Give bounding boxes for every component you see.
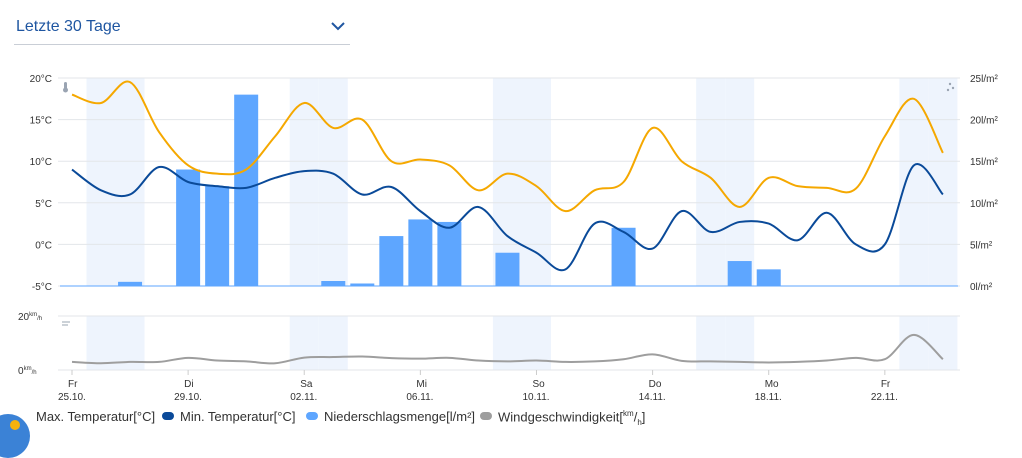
x-axis-date-label: 18.11. xyxy=(755,392,782,403)
weekend-stripe xyxy=(521,78,551,286)
precip-bar xyxy=(495,252,520,286)
legend-item-precip[interactable]: Niederschlagsmenge[l/m²] xyxy=(306,409,475,424)
wind-axis-tick: 20km/h xyxy=(18,312,42,323)
left-axis-tick: -5°C xyxy=(32,282,52,293)
wind-icon xyxy=(62,321,70,326)
precip-bar xyxy=(408,219,433,286)
raindrops-icon xyxy=(951,86,955,90)
x-axis-day-label: Fr xyxy=(68,379,78,390)
x-axis-day-label: Di xyxy=(184,379,193,390)
thermometer-icon-bulb xyxy=(63,87,68,93)
weekend-stripe xyxy=(492,78,522,286)
weekend-stripe xyxy=(725,78,755,286)
weekend-stripe xyxy=(899,316,929,370)
weekend-stripe xyxy=(696,78,726,286)
legend-wind-label-suffix: ] xyxy=(641,409,646,425)
weekend-stripe xyxy=(115,78,145,286)
chart-legend: Max. Temperatur[°C] Min. Temperatur[°C] … xyxy=(0,405,1022,427)
x-axis-date-label: 29.10. xyxy=(174,392,202,403)
legend-wind-unit-num: km xyxy=(623,409,634,418)
legend-swatch-precip xyxy=(306,412,318,420)
raindrops-icon xyxy=(946,88,950,92)
wind-line xyxy=(71,333,944,365)
left-axis-tick: 0°C xyxy=(35,240,52,251)
precip-bar xyxy=(118,281,143,286)
right-axis-tick: 5l/m² xyxy=(970,240,993,251)
left-axis-tick: 20°C xyxy=(30,74,52,85)
weekend-stripe xyxy=(318,78,348,286)
legend-swatch-min-temp xyxy=(162,412,174,420)
precip-bar xyxy=(234,94,259,286)
precip-bar xyxy=(205,186,230,286)
right-axis-tick: 20l/m² xyxy=(970,116,998,127)
weekend-stripe xyxy=(928,316,958,370)
raindrops-icon xyxy=(948,82,952,86)
x-axis-date-label: 02.11. xyxy=(290,392,317,403)
weekend-stripe xyxy=(86,316,116,370)
legend-precip-label: Niederschlagsmenge[l/m²] xyxy=(324,409,476,424)
legend-wind-label-prefix: Windgeschwindigkeit[ xyxy=(498,409,624,425)
max-temp-line xyxy=(71,80,944,213)
x-axis-date-label: 25.10. xyxy=(58,392,86,403)
precip-bar xyxy=(350,283,375,286)
weather-chart: 20°C 15°C 10°C 5°C 0°C -5°C 25l/m² 20l/m² 15l/m²… xyxy=(18,74,998,403)
x-axis-date-label: 06.11. xyxy=(406,392,433,403)
precip-bar xyxy=(176,169,201,286)
weekend-stripe xyxy=(899,78,929,286)
weekend-stripe xyxy=(928,78,958,286)
precip-bar xyxy=(379,236,404,286)
x-axis-date-label: 14.11. xyxy=(639,392,666,403)
legend-item-max-temp[interactable]: Max. Temperatur[°C] xyxy=(36,409,155,424)
chevron-down-icon[interactable] xyxy=(330,18,346,34)
period-dropdown[interactable]: Letzte 30 Tage xyxy=(14,12,350,45)
x-axis-day-label: Mi xyxy=(416,379,427,390)
x-axis-date-label: 10.11. xyxy=(522,392,549,403)
x-axis-day-label: Sa xyxy=(300,379,313,390)
weekend-stripe xyxy=(318,316,348,370)
x-axis-date-label: 22.11. xyxy=(871,392,898,403)
weekend-stripe xyxy=(289,316,319,370)
x-axis-day-label: Do xyxy=(649,379,662,390)
x-axis-day-label: Mo xyxy=(765,379,779,390)
precip-bar xyxy=(756,269,781,286)
legend-swatch-wind xyxy=(480,412,492,421)
right-axis-tick: 0l/m² xyxy=(970,282,993,293)
min-temp-line xyxy=(71,163,944,272)
period-dropdown-label: Letzte 30 Tage xyxy=(16,18,121,35)
x-axis-day-label: Fr xyxy=(881,379,891,390)
precip-bar xyxy=(437,221,462,286)
weekend-stripe xyxy=(289,78,319,286)
precip-bar xyxy=(727,261,752,286)
x-axis-day-label: So xyxy=(532,379,545,390)
legend-min-temp-label: Min. Temperatur[°C] xyxy=(180,409,296,424)
right-axis-tick: 10l/m² xyxy=(970,199,998,210)
legend-item-min-temp[interactable]: Min. Temperatur[°C] xyxy=(162,409,296,424)
left-axis-tick: 15°C xyxy=(30,116,52,127)
left-axis-tick: 5°C xyxy=(35,199,52,210)
right-axis-tick: 25l/m² xyxy=(970,74,998,85)
legend-wind-unit-den: h xyxy=(637,417,642,427)
legend-item-wind[interactable]: Windgeschwindigkeit[km/h] xyxy=(480,409,645,427)
weekend-stripe xyxy=(86,78,116,286)
left-axis-tick: 10°C xyxy=(30,157,52,168)
wind-axis-tick: 0km/h xyxy=(18,366,37,377)
precip-bar xyxy=(321,281,346,286)
right-axis-tick: 15l/m² xyxy=(970,157,998,168)
legend-max-temp-label: Max. Temperatur[°C] xyxy=(36,409,156,424)
